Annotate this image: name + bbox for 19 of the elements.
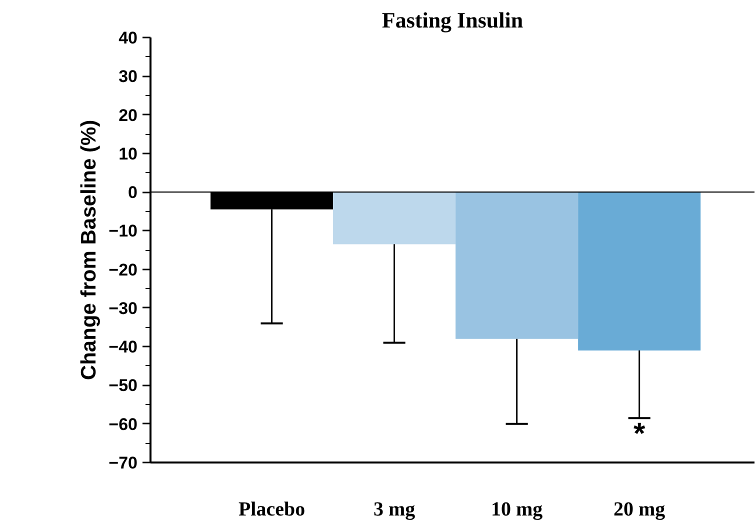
x-tick-label: 20 mg (614, 498, 666, 520)
y-tick-label: −20 (108, 260, 138, 280)
y-tick-label: 10 (118, 144, 138, 164)
y-tick-label: −70 (108, 454, 138, 472)
y-tick-label: 30 (118, 67, 138, 86)
y-tick-label: 20 (118, 106, 138, 125)
annotation: * (634, 418, 646, 450)
y-tick-label: −60 (108, 414, 138, 434)
chart-title: Fasting Insulin (382, 8, 524, 32)
y-axis-title: Change from Baseline (%) (78, 120, 101, 380)
y-tick-label: 40 (118, 28, 138, 48)
x-tick-label: 10 mg (490, 498, 543, 520)
x-tick-label: 3 mg (373, 498, 416, 520)
y-tick-label: −10 (108, 222, 138, 241)
y-tick-label: −40 (108, 338, 138, 357)
y-tick-label: −30 (108, 298, 138, 318)
y-tick-label: −50 (108, 376, 138, 396)
y-tick-label: 0 (128, 183, 138, 202)
x-tick-label: Placebo (238, 498, 306, 520)
